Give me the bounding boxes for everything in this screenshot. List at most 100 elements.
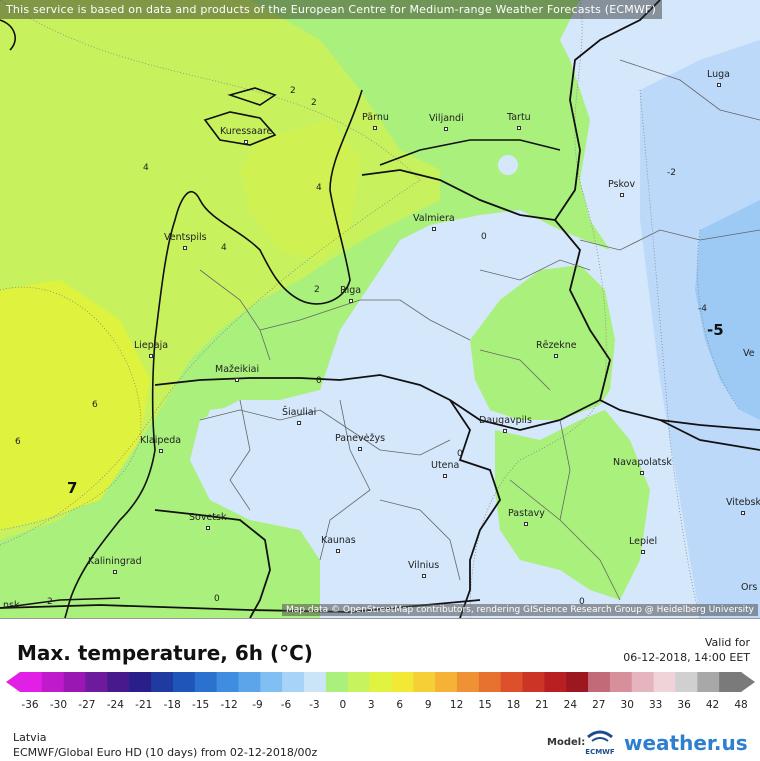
scale-swatch [500,672,524,692]
scale-swatch [85,672,108,692]
scale-swatch [369,672,393,692]
field-minus6 [695,200,760,420]
scale-swatch [719,672,742,692]
scale-swatch [172,672,196,692]
field-gulf-warm [240,120,360,260]
scale-swatch [304,672,327,692]
region-line-4 [319,399,371,561]
scale-swatch [20,672,43,692]
city-vitebsk: Vitebsk [725,497,760,515]
contour-label: -2 [667,168,676,178]
scale-tick-label: -21 [135,699,153,711]
field-6-9 [0,280,150,530]
contour-label: 4 [221,243,227,253]
scale-swatch [129,672,152,692]
city-kaliningrad: Kaliningrad [87,556,143,574]
scale-tick-label: -15 [192,699,210,711]
city-klaipeda: Klaipeda [139,435,182,453]
city-utena: Utena [430,460,460,478]
scale-tick-label: -12 [220,699,238,711]
coastline-gulf-riga-n [379,139,561,166]
scale-tick-label: -6 [280,699,292,711]
map-canvas [0,0,760,618]
chart-title: Max. temperature, 6h (°C) [17,641,313,665]
contour-label: 6 [92,400,98,410]
region-line-7 [479,349,551,391]
region-name: Latvia [13,731,47,744]
max-value-label: 7 [67,479,78,497]
scale-tick-label: 24 [563,699,578,711]
model-label: Model: [547,737,586,748]
scale-swatch [194,672,218,692]
scale-swatch [413,672,436,692]
border-estonia-latvia [361,0,661,221]
scale-swatch [63,672,87,692]
scale-tick-label: 36 [677,699,691,711]
scale-swatch [544,672,567,692]
city-viljandi: Viljandi [428,113,465,131]
region-line-3 [229,399,251,511]
contour-label: 0 [457,449,463,459]
contour-label: 0 [316,376,322,386]
scale-tick-label: 27 [592,699,606,711]
city-sovetsk: Sovetsk [188,512,228,530]
scale-swatch [566,672,589,692]
scale-tick-label: 33 [648,699,663,711]
weather-us-logo[interactable]: weather.us [624,731,748,755]
region-line-11 [559,419,571,521]
contour-label: 0 [481,232,487,242]
field-minus3-minus6 [640,40,760,618]
coastline-hiiumaa [227,87,277,106]
city-pastavy: Pastavy [507,508,546,526]
region-line-6 [479,259,591,281]
field-belarus-warm [495,410,650,600]
scale-tick-label: -9 [252,699,263,711]
valid-datetime: 06-12-2018, 14:00 EET [623,651,750,664]
coastline-finland [0,19,16,51]
city-ve: Ve [743,348,755,359]
region-line-9 [619,59,760,121]
scale-swatch [391,672,414,692]
scale-swatch [238,672,261,692]
region-line-1 [259,299,471,341]
city-pskov: Pskov [607,179,636,197]
city-vilnius: Vilnius [407,560,440,578]
scale-tick-label: -36 [21,699,39,711]
svg-text:ECMWF: ECMWF [585,748,615,756]
scale-swatch [522,672,545,692]
scale-tick-label: -18 [163,699,181,711]
scale-tick-label: -24 [106,699,124,711]
region-line-2 [199,409,451,456]
map-attribution[interactable]: Map data © OpenStreetMap contributors, r… [282,604,758,616]
city-daugavpils: Daugavpils [478,415,533,433]
city-kuressaare: Kuressaare [219,126,273,144]
region-line-8 [579,229,760,251]
scale-swatch [588,672,611,692]
region-line-5 [379,499,461,581]
city-parnu: Pärnu [361,112,390,130]
scale-swatch [260,672,283,692]
city-ors: Ors [741,582,758,593]
scale-tick-label: 12 [449,699,464,711]
scale-tick-label: 48 [734,699,748,711]
city-kaunas: Kaunas [320,535,357,553]
scale-tick-label: -3 [309,699,320,711]
scale-swatch [435,672,458,692]
scale-swatch [631,672,655,692]
contour-label: 2 [314,285,320,295]
scale-swatch [675,672,698,692]
city-liepaja: Liepaja [133,340,169,358]
scale-tick-label: 0 [339,699,347,711]
scale-tick-label: 30 [620,699,634,711]
forecast-map[interactable]: This service is based on data and produc… [0,0,760,618]
scale-swatch [478,672,502,692]
city-rezekne: Rēzekne [535,340,578,358]
legend-panel: Max. temperature, 6h (°C) Valid for 06-1… [0,618,760,761]
ecmwf-disclaimer: This service is based on data and produc… [0,0,663,19]
scale-arrow-high [741,672,755,692]
field-cold-spot [498,155,518,175]
scale-swatch [282,672,305,692]
min-value-label: -5 [707,321,724,339]
scale-swatch [456,672,480,692]
city-nsk: nsk [3,600,20,611]
